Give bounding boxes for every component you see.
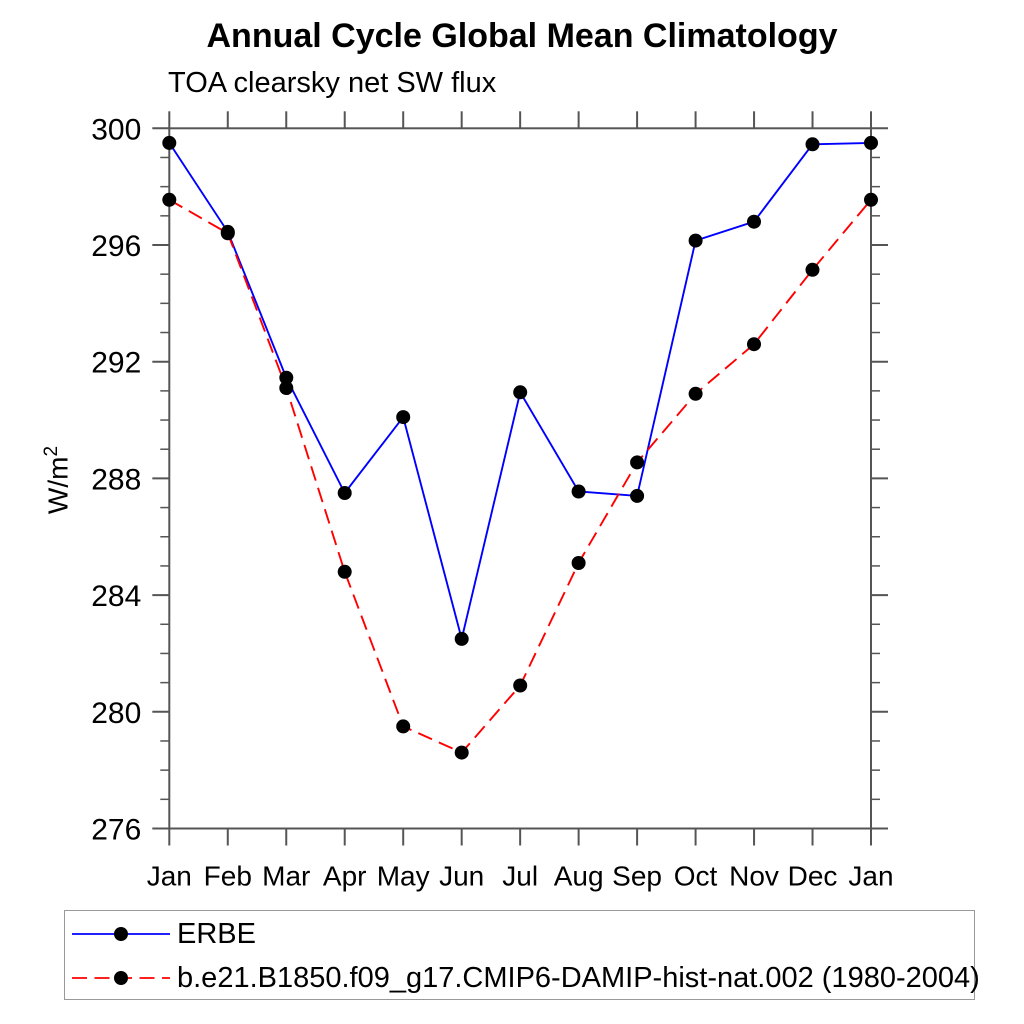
erbe-marker — [279, 370, 294, 385]
model-marker — [630, 455, 645, 470]
solid-line-marker-icon — [72, 927, 170, 941]
model-marker — [747, 337, 761, 352]
erbe-marker — [396, 410, 411, 425]
erbe-marker — [162, 135, 177, 150]
month-tick-label: Jan — [147, 861, 192, 892]
model-marker — [513, 678, 528, 693]
erbe-marker — [688, 233, 703, 248]
month-tick-label: Apr — [323, 861, 367, 892]
model-marker — [454, 745, 469, 760]
model-marker — [864, 192, 878, 207]
y-tick-label: 288 — [91, 463, 141, 496]
erbe-marker — [454, 631, 469, 646]
chart-title: Annual Cycle Global Mean Climatology — [206, 17, 838, 55]
erbe-marker — [805, 137, 820, 152]
y-tick-label: 296 — [91, 230, 141, 263]
model-marker — [396, 719, 411, 734]
erbe-marker — [630, 488, 645, 503]
y-tick-label: 292 — [91, 347, 141, 380]
month-tick-label: Jan — [848, 861, 893, 892]
dashed-line-marker-icon — [72, 971, 170, 985]
month-tick-label: Oct — [674, 861, 718, 892]
erbe-marker — [513, 385, 528, 400]
legend-label-erbe: ERBE — [177, 917, 256, 950]
axis-frame — [168, 127, 873, 830]
legend: ERBE b.e21.B1850.f09_g17.CMIP6-DAMIP-his… — [64, 910, 980, 1000]
month-tick-label: Jun — [439, 861, 484, 892]
month-tick-label: May — [377, 861, 430, 892]
model-marker — [162, 192, 177, 207]
legend-item-erbe: ERBE — [65, 912, 974, 956]
month-tick-label: Feb — [204, 861, 252, 892]
y-tick-label: 284 — [91, 580, 141, 613]
model-marker — [279, 381, 294, 395]
legend-label-model: b.e21.B1850.f09_g17.CMIP6-DAMIP-hist-nat… — [177, 961, 980, 994]
y-tick-label: 276 — [91, 814, 141, 847]
y-tick-label: 280 — [91, 697, 141, 730]
model-marker — [337, 564, 352, 579]
erbe-marker — [571, 484, 586, 499]
y-tick-label: 300 — [91, 113, 141, 146]
erbe-marker — [864, 135, 878, 150]
model-marker — [688, 386, 703, 401]
model-marker — [220, 226, 235, 241]
model-marker — [571, 556, 586, 570]
month-tick-label: Jul — [502, 861, 538, 892]
model-line — [168, 198, 872, 754]
month-tick-label: Dec — [788, 861, 838, 892]
erbe-marker — [747, 214, 761, 229]
month-tick-label: Sep — [612, 861, 662, 892]
legend-item-model: b.e21.B1850.f09_g17.CMIP6-DAMIP-hist-nat… — [65, 956, 980, 1000]
model-marker — [805, 262, 820, 277]
chart-subtitle: TOA clearsky net SW flux — [168, 67, 497, 99]
month-tick-label: Aug — [554, 861, 604, 892]
month-tick-label: Nov — [729, 861, 779, 892]
erbe-marker — [337, 486, 352, 500]
month-tick-label: Mar — [262, 861, 310, 892]
